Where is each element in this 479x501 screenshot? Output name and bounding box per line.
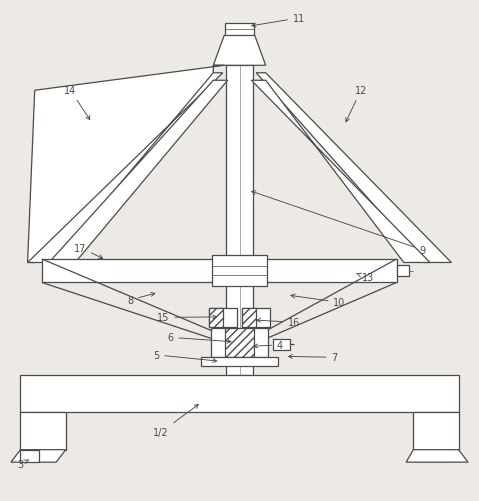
Text: 7: 7 [288,353,338,363]
Text: 15: 15 [157,313,217,323]
Bar [225,24,254,36]
Bar [42,260,226,283]
Text: 4: 4 [254,340,283,350]
Bar [208,309,237,328]
Text: 8: 8 [127,293,155,305]
Text: 10: 10 [291,295,346,308]
Bar [413,412,458,450]
Bar [212,256,267,287]
Polygon shape [256,74,451,263]
Bar [201,358,278,367]
Polygon shape [11,450,66,462]
Text: 13: 13 [356,273,374,283]
Text: 1/2: 1/2 [153,405,198,437]
Bar [21,412,66,450]
Polygon shape [49,81,228,263]
Bar [273,339,289,350]
Bar [21,375,458,412]
Text: 14: 14 [64,86,90,120]
Polygon shape [251,81,430,263]
Bar [21,450,38,462]
Bar [253,260,397,283]
Text: 9: 9 [251,191,426,256]
Text: 17: 17 [74,243,103,259]
Bar [226,66,253,375]
Bar [397,266,409,277]
Text: 11: 11 [252,14,305,28]
Polygon shape [406,450,468,462]
Bar [242,309,256,328]
Text: 12: 12 [346,86,367,123]
Text: 5: 5 [153,350,217,363]
Bar [242,309,271,328]
Polygon shape [213,36,266,66]
Bar [208,309,223,328]
Text: 3: 3 [17,459,29,469]
Bar [211,329,268,358]
Polygon shape [28,66,224,263]
Bar [225,329,254,358]
Text: 6: 6 [167,333,231,344]
Polygon shape [28,74,223,263]
Text: 16: 16 [257,318,300,328]
